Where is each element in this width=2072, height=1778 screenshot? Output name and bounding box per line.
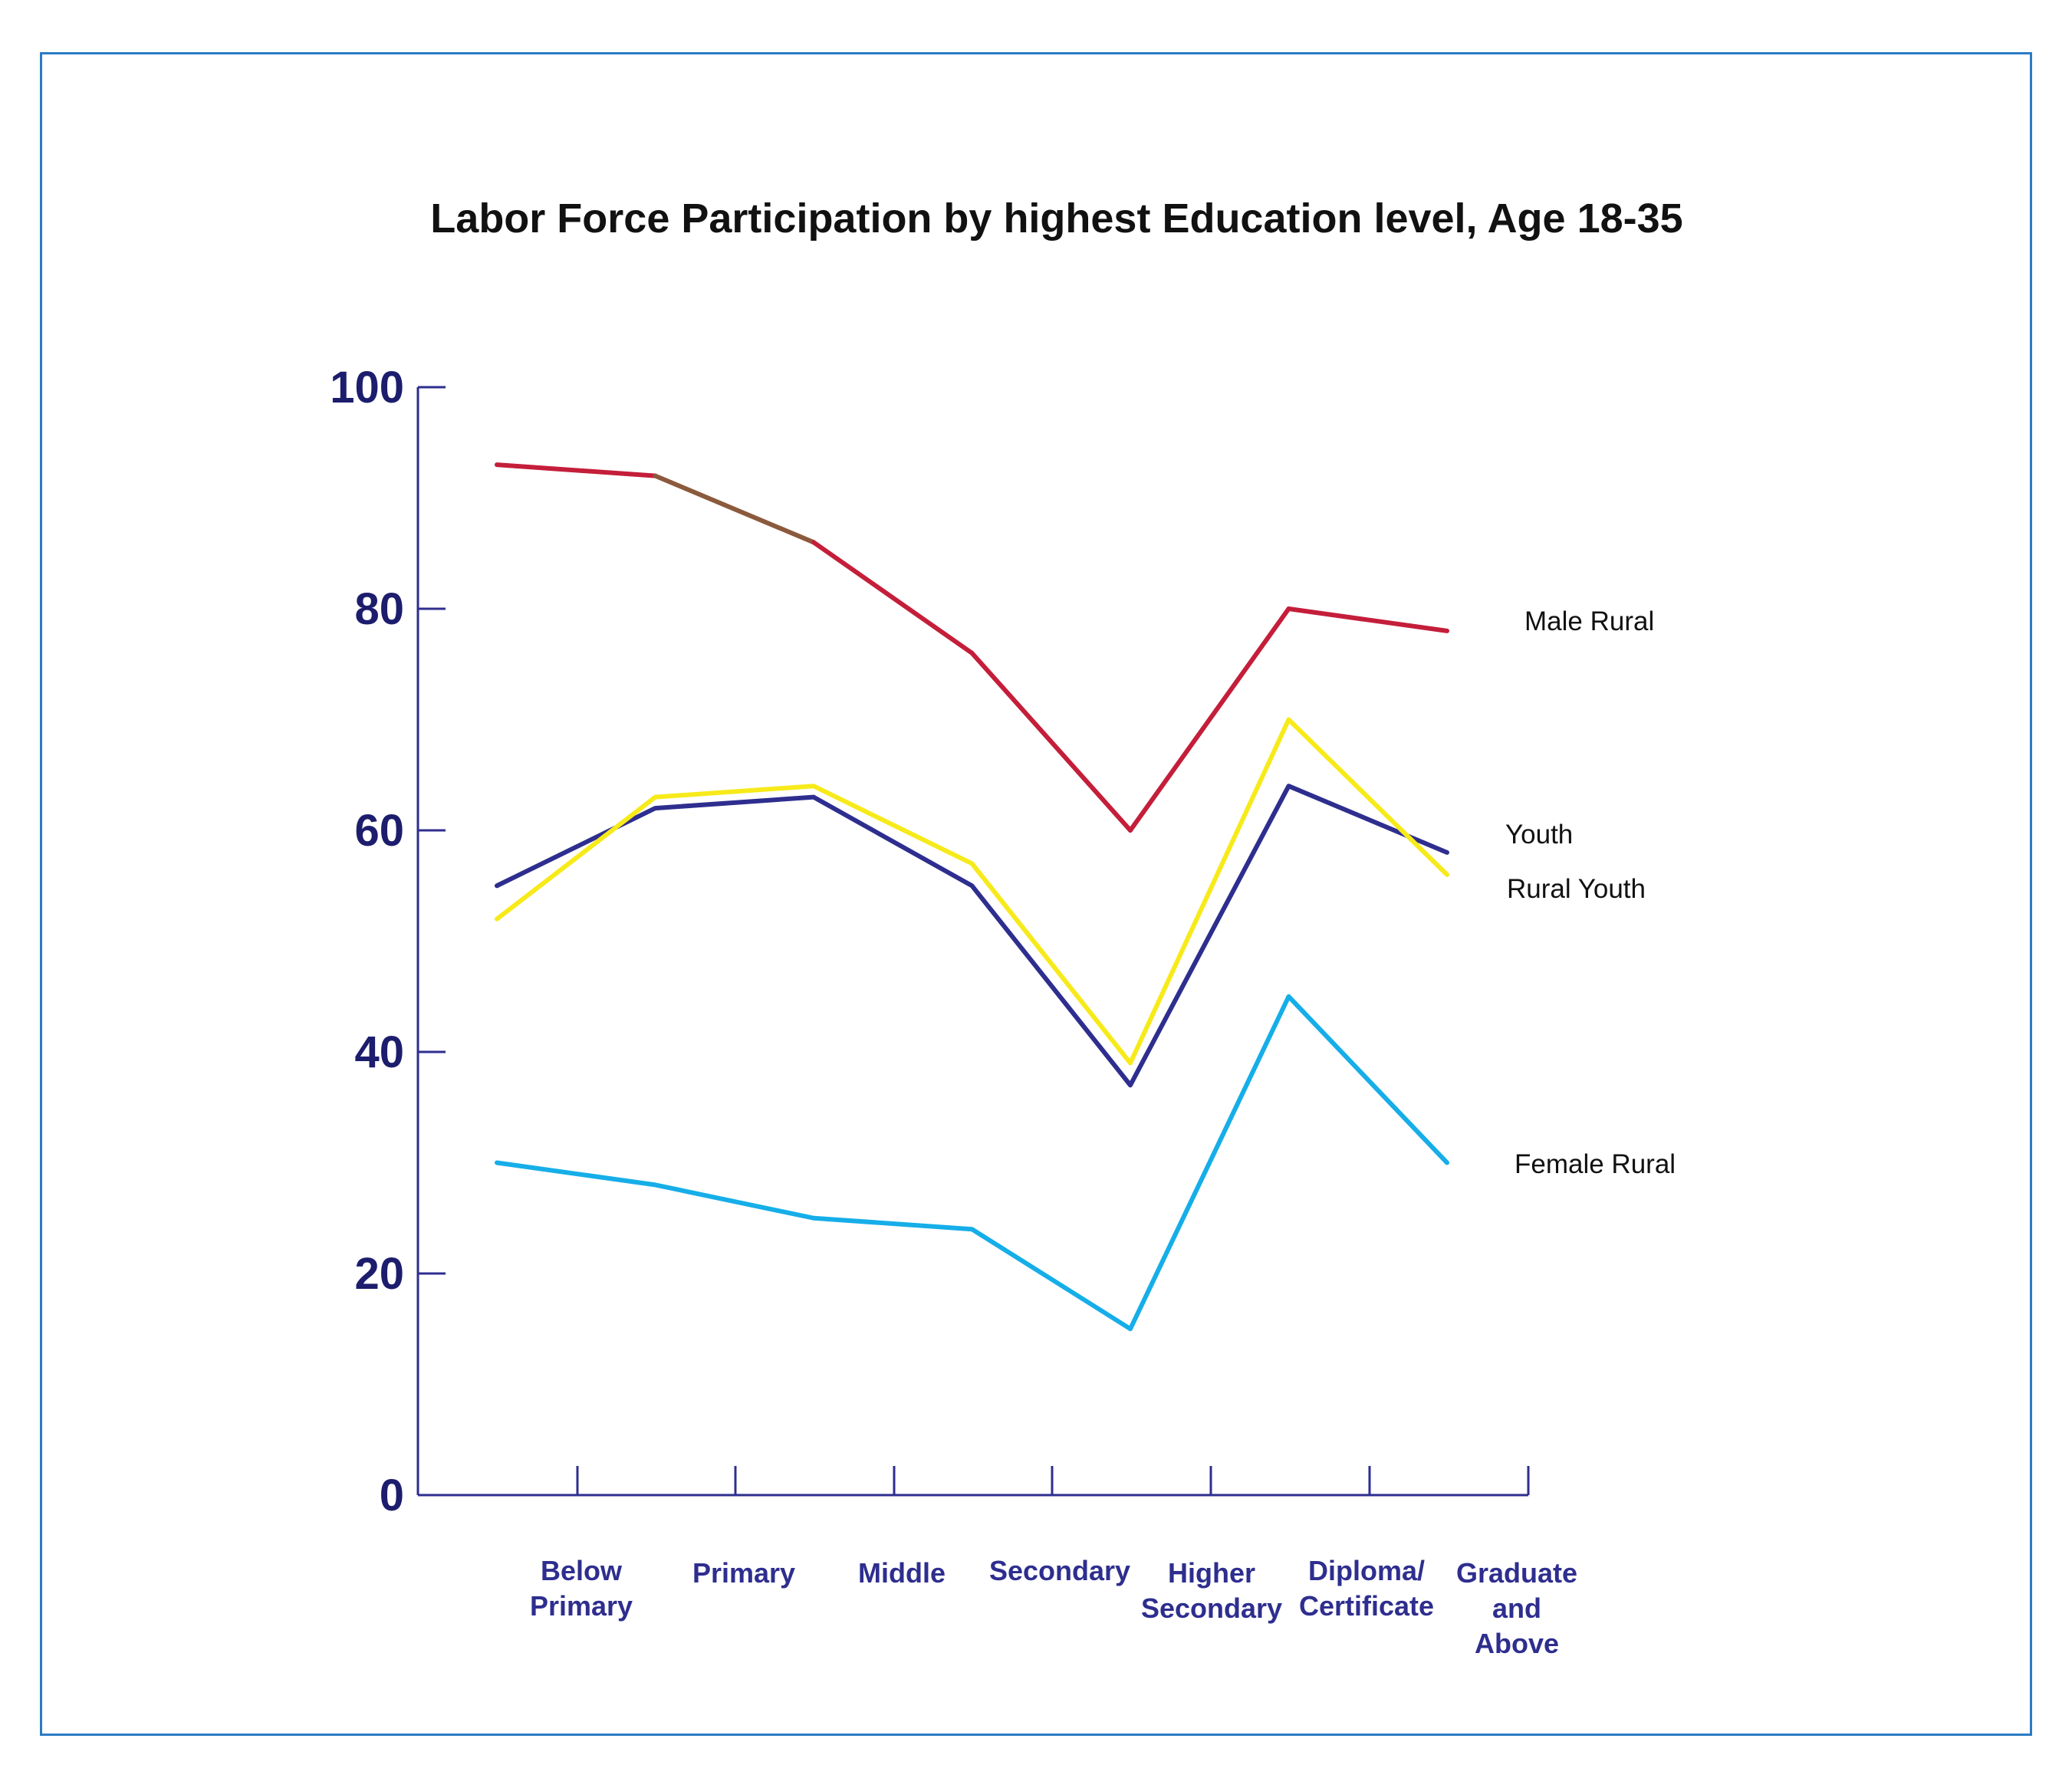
y-axis-ticks: 0 20 40 60 80 100 — [330, 363, 446, 1520]
axes — [416, 387, 1528, 1497]
y-tick-label: 0 — [380, 1471, 404, 1520]
male-rural-line-segment — [811, 540, 975, 656]
x-category-label: Secondary — [989, 1555, 1130, 1586]
y-tick-label: 20 — [354, 1249, 404, 1299]
y-tick-label: 40 — [354, 1027, 404, 1077]
chart-frame — [40, 52, 2032, 1736]
male-rural-line-segment — [1286, 606, 1449, 633]
male-rural-line-segment — [653, 473, 816, 545]
y-tick-label: 100 — [330, 363, 404, 412]
series-label-female-rural: Female Rural — [1515, 1149, 1676, 1179]
x-category-label: Primary — [692, 1557, 795, 1589]
x-category-label: Middle — [858, 1557, 946, 1589]
y-tick-label: 80 — [354, 584, 404, 634]
x-category-label: Graduate and Above — [1456, 1557, 1577, 1659]
chart-title: Labor Force Participation by highest Edu… — [430, 196, 1682, 242]
x-category-label: Below Primary — [530, 1555, 633, 1622]
series-label-rural-youth: Rural Youth — [1507, 874, 1646, 904]
male-rural-line-segment — [1128, 606, 1291, 833]
male-rural-line-segment — [495, 462, 658, 478]
series-labels: Male Rural Youth Rural Youth Female Rural — [1505, 606, 1676, 1179]
female-rural-line — [495, 994, 1449, 1332]
youth-line — [495, 784, 1449, 1088]
male-rural-line-segment — [969, 650, 1133, 833]
x-category-label: Higher Secondary — [1141, 1557, 1282, 1624]
x-axis-ticks: Below Primary Primary Middle Secondary Higher… — [530, 1466, 1577, 1659]
series-lines — [495, 462, 1449, 1332]
series-label-youth: Youth — [1505, 820, 1573, 850]
x-category-label: Diploma/Certificate — [1299, 1555, 1434, 1622]
rural-youth-line — [495, 717, 1449, 1066]
y-tick-label: 60 — [354, 806, 404, 856]
series-label-male-rural: Male Rural — [1524, 606, 1654, 636]
